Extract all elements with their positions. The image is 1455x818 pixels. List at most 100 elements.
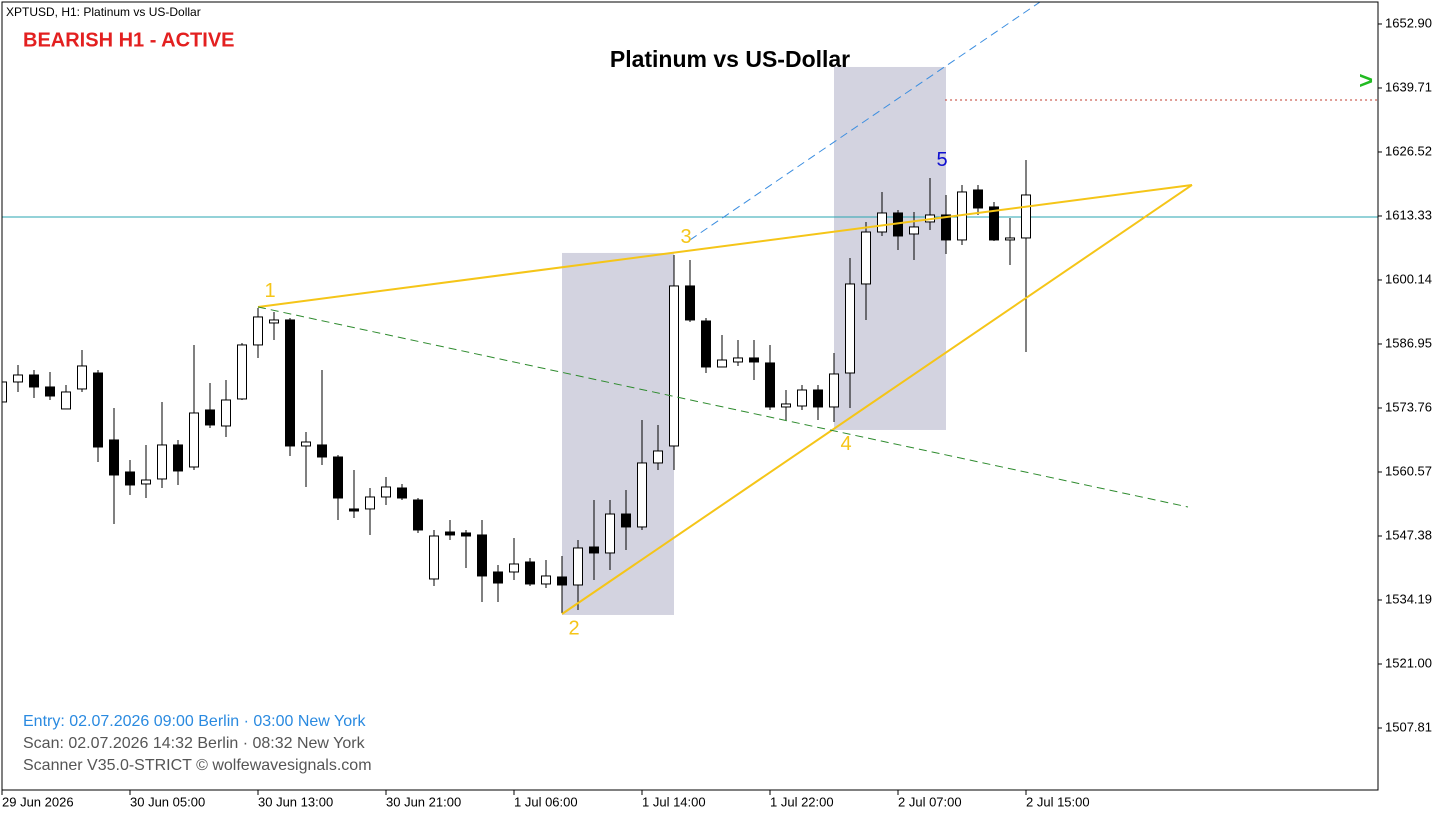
candle-body — [813, 389, 823, 408]
candle-body — [429, 535, 439, 580]
y-tick-label: 1600.14 — [1385, 271, 1432, 286]
x-tick-label: 2 Jul 07:00 — [898, 794, 962, 809]
pattern-line — [561, 184, 1193, 615]
candle-body — [461, 532, 471, 537]
info-line: Scanner V35.0-STRICT © wolfewavesignals.… — [23, 757, 372, 774]
axes: 1652.90 1639.71 1626.52 1613.33 1600.14 1586.… — [1, 15, 1432, 809]
candle-body — [317, 444, 327, 458]
wave-label: 3 — [680, 226, 691, 248]
x-tick-label: 1 Jul 22:00 — [770, 794, 834, 809]
pattern-line — [257, 183, 1193, 308]
candle-body — [109, 439, 119, 476]
candle-body — [605, 513, 615, 554]
candle-body — [61, 391, 71, 410]
candle-body — [253, 316, 263, 346]
candle-body — [285, 319, 295, 447]
x-tick-label: 1 Jul 14:00 — [642, 794, 706, 809]
candle-body — [525, 561, 535, 585]
x-tick-label: 30 Jun 05:00 — [130, 794, 205, 809]
candle-body — [2, 381, 7, 403]
info-line: Entry: 02.07.2026 09:00 Berlin · 03:00 N… — [23, 713, 366, 730]
plot-area — [2, 2, 1378, 615]
wave-label: 5 — [936, 149, 947, 171]
y-tick-label: 1652.90 — [1385, 15, 1432, 30]
wave-label: 4 — [840, 433, 851, 455]
candle-body — [13, 374, 23, 383]
candle-body — [45, 386, 55, 397]
candle-body — [173, 444, 183, 472]
candle-body — [749, 357, 759, 363]
candle-body — [589, 546, 599, 554]
candle-body — [77, 365, 87, 390]
candle-body — [349, 508, 359, 512]
x-tick-label: 1 Jul 06:00 — [514, 794, 578, 809]
candle-body — [685, 285, 695, 321]
candle-body — [797, 389, 807, 407]
candle-body — [861, 231, 871, 285]
wave-label: 2 — [568, 617, 579, 639]
candle-body — [1005, 237, 1015, 241]
x-tick-label: 30 Jun 21:00 — [386, 794, 461, 809]
candle-body — [125, 471, 135, 486]
chart-title: Platinum vs US-Dollar — [610, 46, 850, 72]
candle-body — [477, 534, 487, 577]
y-tick-label: 1586.95 — [1385, 335, 1432, 350]
y-tick-label: 1626.52 — [1385, 143, 1432, 158]
candle-body — [781, 403, 791, 408]
candle-body — [845, 283, 855, 374]
y-tick-label: 1547.38 — [1385, 527, 1432, 542]
candle-body — [541, 575, 551, 585]
y-tick-label: 1534.19 — [1385, 591, 1432, 606]
candle-body — [509, 563, 519, 573]
candle-body — [301, 441, 311, 447]
symbol-label: XPTUSD, H1: Platinum vs US-Dollar — [6, 5, 201, 19]
candle-body — [413, 499, 423, 531]
candle-body — [237, 344, 247, 400]
candle-body — [941, 214, 951, 241]
candle-body — [1021, 194, 1031, 239]
candle-body — [221, 399, 231, 427]
candle-body — [653, 450, 663, 464]
wave-label: 1 — [264, 280, 275, 302]
candle-body — [701, 320, 711, 368]
info-line: Scan: 02.07.2026 14:32 Berlin · 08:32 Ne… — [23, 735, 366, 752]
y-tick-label: 1639.71 — [1385, 79, 1432, 94]
y-tick-label: 1521.00 — [1385, 655, 1432, 670]
candle-body — [93, 372, 103, 448]
candle-body — [333, 456, 343, 499]
candle-body — [765, 362, 775, 408]
status-label: BEARISH H1 - ACTIVE — [23, 29, 235, 51]
candle-body — [205, 409, 215, 426]
y-tick-label: 1507.81 — [1385, 719, 1432, 734]
plot-frame — [1, 1, 1379, 791]
candle-body — [973, 189, 983, 209]
candle-body — [493, 571, 503, 584]
candle-body — [989, 206, 999, 241]
candle-body — [829, 373, 839, 408]
candle-body — [637, 462, 647, 528]
candle-body — [29, 374, 39, 388]
candle-body — [621, 513, 631, 528]
candle-body — [189, 412, 199, 468]
candle-body — [909, 226, 919, 235]
candle-body — [445, 531, 455, 536]
signal-marker: > — [1359, 67, 1373, 94]
x-tick-label: 30 Jun 13:00 — [258, 794, 333, 809]
candle-body — [717, 359, 727, 368]
candle-body — [157, 444, 167, 480]
candle-body — [365, 496, 375, 510]
x-tick-label: 29 Jun 2026 — [2, 794, 74, 809]
y-tick-label: 1573.76 — [1385, 399, 1432, 414]
candle-body — [733, 357, 743, 363]
x-tick-label: 2 Jul 15:00 — [1026, 794, 1090, 809]
pattern-line — [257, 306, 1189, 508]
candle-body — [557, 576, 567, 586]
candle-body — [669, 285, 679, 447]
candle-body — [877, 212, 887, 233]
candle-body — [397, 487, 407, 499]
pattern-line — [689, 2, 1041, 241]
pattern-zone — [834, 66, 946, 430]
candle-body — [573, 547, 583, 586]
